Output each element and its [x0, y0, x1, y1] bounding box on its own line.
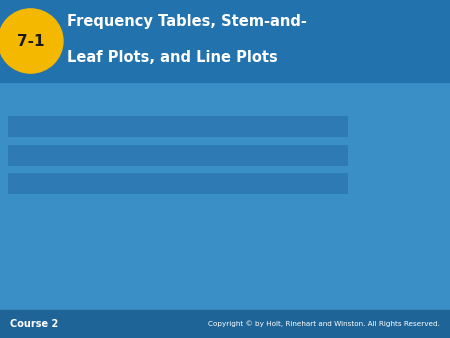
- Bar: [0, 0, 450, 82]
- Bar: [0, 310, 450, 338]
- Bar: [8, 116, 348, 137]
- Bar: [8, 173, 348, 194]
- Text: Course 2: Course 2: [10, 319, 58, 329]
- Ellipse shape: [0, 9, 63, 73]
- Text: Frequency Tables, Stem-and-: Frequency Tables, Stem-and-: [67, 14, 306, 29]
- Bar: [8, 145, 348, 166]
- Text: 7-1: 7-1: [17, 33, 45, 48]
- Text: Leaf Plots, and Line Plots: Leaf Plots, and Line Plots: [67, 50, 277, 65]
- Text: Copyright © by Holt, Rinehart and Winston. All Rights Reserved.: Copyright © by Holt, Rinehart and Winsto…: [208, 321, 440, 327]
